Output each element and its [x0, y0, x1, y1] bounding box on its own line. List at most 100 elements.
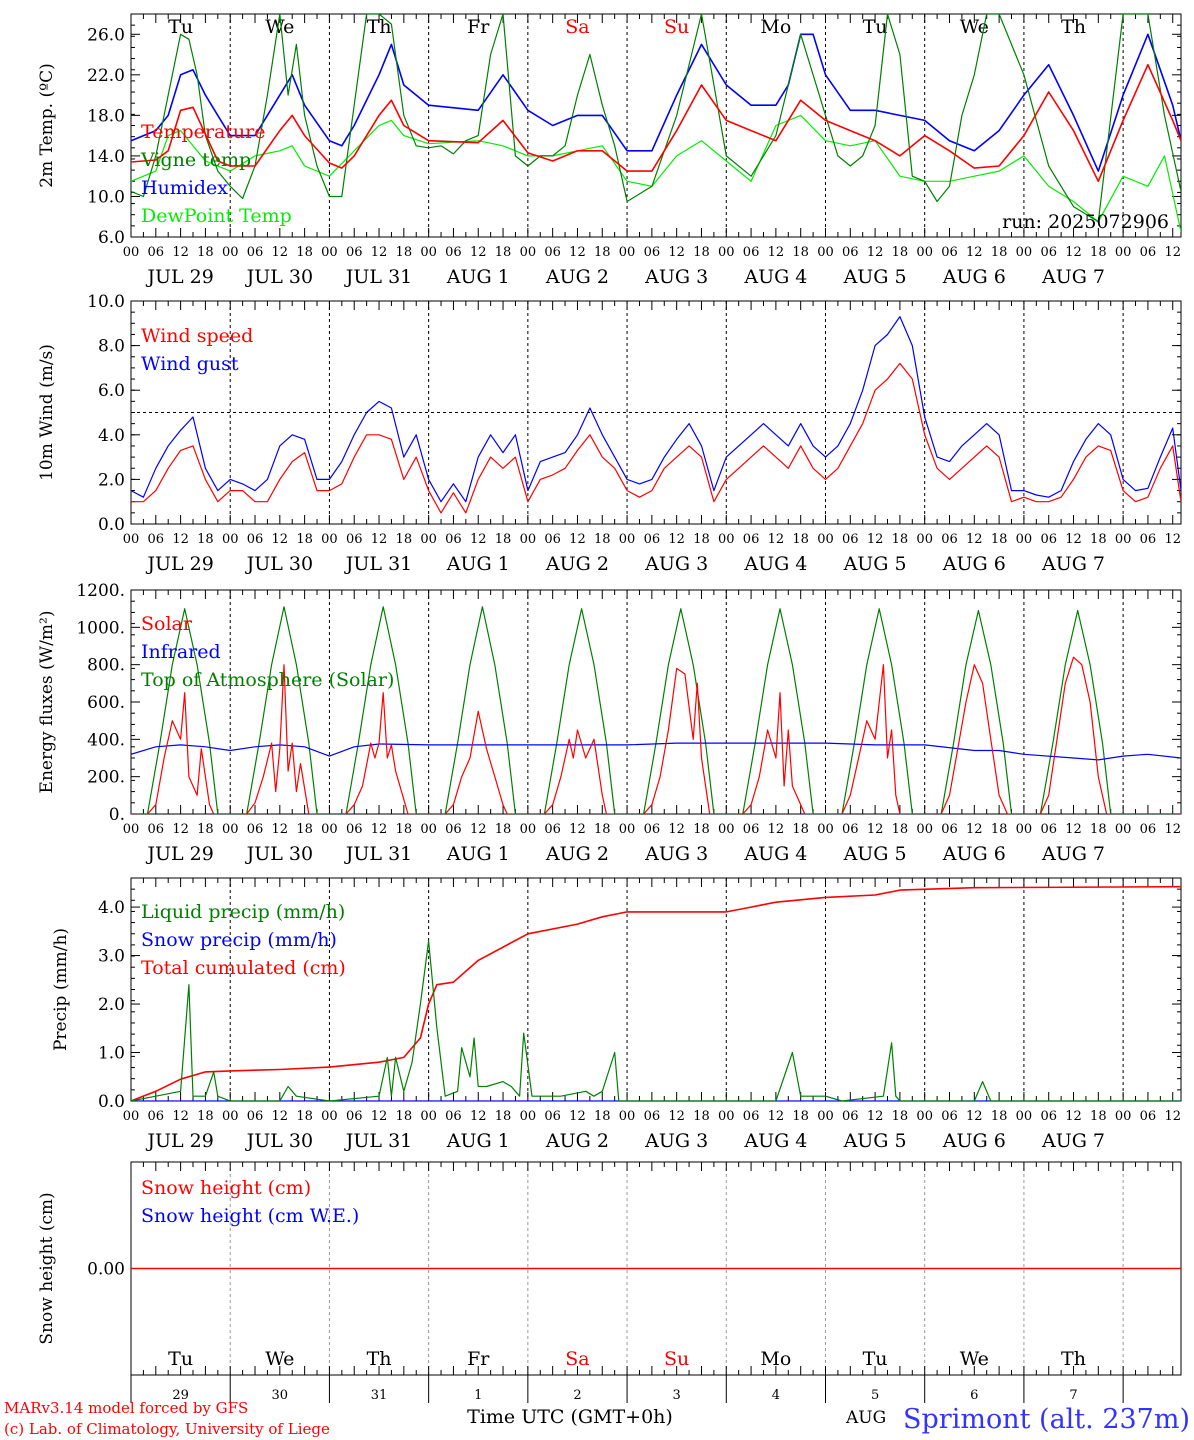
x-day-date-label: AUG 7	[1041, 553, 1105, 575]
chart-panel-5: 0.00 Snow height (cm) Snow height (cm) Snow…	[37, 1161, 1182, 1403]
location-label: Sprimont (alt. 237m)	[903, 1404, 1190, 1435]
x-hour-label: 06	[1140, 532, 1157, 547]
x-day-date-label: AUG 3	[644, 266, 708, 288]
y-axis-title: Snow height (cm)	[37, 1192, 57, 1344]
x-weekday-label: We	[265, 16, 294, 38]
legend-entry: Snow precip (mm/h)	[141, 929, 337, 951]
x-hour-label: 12	[569, 1109, 586, 1124]
x-hour-label: 12	[272, 245, 289, 260]
x-hour-label: 00	[916, 245, 933, 260]
x-hour-label: 06	[445, 532, 462, 547]
x-hour-label: 00	[123, 245, 140, 260]
x-hour-label: 18	[396, 245, 413, 260]
x-hour-label: 00	[916, 822, 933, 837]
x-hour-label: 00	[321, 1109, 338, 1124]
x-day-number-label: 2	[573, 1388, 581, 1403]
x-day-number-label: 30	[272, 1388, 289, 1403]
legend-entry: Vigne temp	[140, 149, 251, 171]
series-group	[131, 606, 1181, 814]
legend-entry: Humidex	[141, 177, 228, 199]
series-line-liquid-precip-mm-h	[131, 940, 1181, 1101]
y-tick-label: 200.	[87, 768, 125, 788]
x-hour-label: 18	[892, 532, 909, 547]
x-weekday-label: Tu	[863, 16, 888, 38]
x-hour-label: 12	[768, 822, 785, 837]
x-weekday-label: Fr	[467, 1348, 490, 1370]
x-hour-label: 06	[346, 1109, 363, 1124]
x-hour-label: 12	[1065, 532, 1082, 547]
x-day-date-label: JUL 29	[145, 843, 213, 865]
x-hour-label: 12	[172, 245, 189, 260]
x-hour-label: 18	[792, 245, 809, 260]
series-group	[131, 14, 1181, 233]
x-hour-label: 12	[569, 532, 586, 547]
y-tick-label: 1200.	[76, 581, 125, 601]
series-line-total-cumulated-cm	[131, 885, 1181, 1101]
x-hour-label: 06	[941, 245, 958, 260]
x-hour-label: 18	[594, 245, 611, 260]
x-hour-label: 06	[644, 532, 661, 547]
series-line-wind-gust	[131, 316, 1181, 503]
x-hour-label: 06	[842, 532, 859, 547]
series-line-humidex	[131, 33, 1181, 172]
x-hour-label: 12	[1164, 1109, 1181, 1124]
x-hour-label: 18	[296, 532, 313, 547]
x-day-date-label: AUG 3	[644, 843, 708, 865]
x-day-date-label: AUG 6	[942, 843, 1006, 865]
x-hour-label: 06	[346, 532, 363, 547]
y-tick-label: 10.0	[87, 292, 125, 312]
y-tick-label: 0.0	[98, 515, 125, 535]
x-hour-label: 18	[1090, 1109, 1107, 1124]
x-hour-label: 12	[867, 245, 884, 260]
x-weekday-label: Th	[367, 16, 392, 38]
lab-credit: (c) Lab. of Climatology, University of L…	[4, 1420, 330, 1438]
x-hour-label: 18	[991, 245, 1008, 260]
x-day-date-label: JUL 31	[344, 843, 412, 865]
x-hour-label: 18	[396, 822, 413, 837]
x-weekday-label: Su	[664, 16, 689, 38]
x-day-number-label: 31	[371, 1388, 388, 1403]
x-hour-label: 06	[743, 822, 760, 837]
legend-entry: Wind speed	[141, 325, 253, 347]
x-hour-label: 12	[1065, 1109, 1082, 1124]
series-group	[131, 316, 1181, 514]
x-hour-label: 00	[1115, 822, 1132, 837]
x-hour-label: 06	[941, 532, 958, 547]
x-hour-label: 06	[445, 245, 462, 260]
plot-frame	[130, 13, 1182, 238]
y-tick-label: 0.0	[98, 1092, 125, 1112]
x-hour-label: 06	[346, 245, 363, 260]
x-hour-label: 12	[768, 245, 785, 260]
x-hour-label: 06	[445, 1109, 462, 1124]
x-hour-label: 00	[321, 532, 338, 547]
x-hour-label: 00	[1016, 245, 1033, 260]
x-hour-label: 00	[817, 532, 834, 547]
x-weekday-label: Mo	[760, 1348, 791, 1370]
x-hour-label: 12	[371, 245, 388, 260]
x-hour-label: 18	[892, 1109, 909, 1124]
x-hour-label: 00	[817, 1109, 834, 1124]
series-line-dewpoint-temp	[131, 114, 1181, 233]
y-tick-label: 10.0	[87, 187, 125, 207]
x-day-date-label: JUL 29	[145, 553, 213, 575]
y-tick-label: 2.0	[98, 470, 125, 490]
x-hour-label: 18	[1090, 245, 1107, 260]
x-hour-label: 12	[172, 822, 189, 837]
x-day-date-label: JUL 30	[245, 266, 313, 288]
x-hour-label: 18	[197, 245, 214, 260]
x-hour-label: 06	[544, 822, 561, 837]
x-hour-label: 18	[1090, 822, 1107, 837]
x-day-date-label: JUL 30	[245, 843, 313, 865]
x-hour-label: 12	[1164, 532, 1181, 547]
x-hour-label: 06	[1040, 245, 1057, 260]
y-tick-label: 0.	[109, 805, 125, 825]
series-group	[131, 885, 1181, 1101]
x-hour-label: 00	[222, 532, 239, 547]
x-weekday-label: Th	[1061, 1348, 1086, 1370]
x-day-date-label: JUL 31	[344, 553, 412, 575]
x-day-date-label: AUG 6	[942, 553, 1006, 575]
y-tick-label: 8.0	[98, 337, 125, 357]
x-day-date-label: JUL 31	[344, 1130, 412, 1152]
x-day-date-label: JUL 29	[145, 1130, 213, 1152]
x-hour-label: 00	[420, 822, 437, 837]
